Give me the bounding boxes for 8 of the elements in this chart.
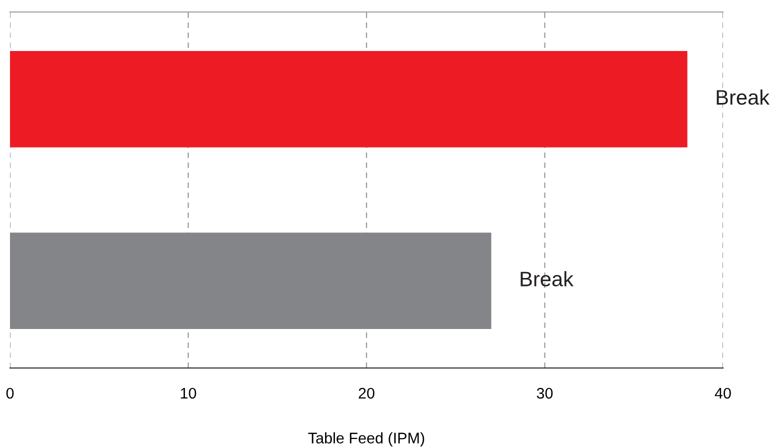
x-tick-label: 40 [714,388,731,399]
x-axis-title: Table Feed (IPM) [308,432,424,446]
data-label: Break [520,271,574,286]
data-label: Break [716,89,770,105]
x-tick-label: 30 [536,388,553,399]
x-tick-label: 10 [180,388,196,399]
x-tick-label: 20 [358,388,374,399]
x-tick-label: 0 [6,388,14,399]
